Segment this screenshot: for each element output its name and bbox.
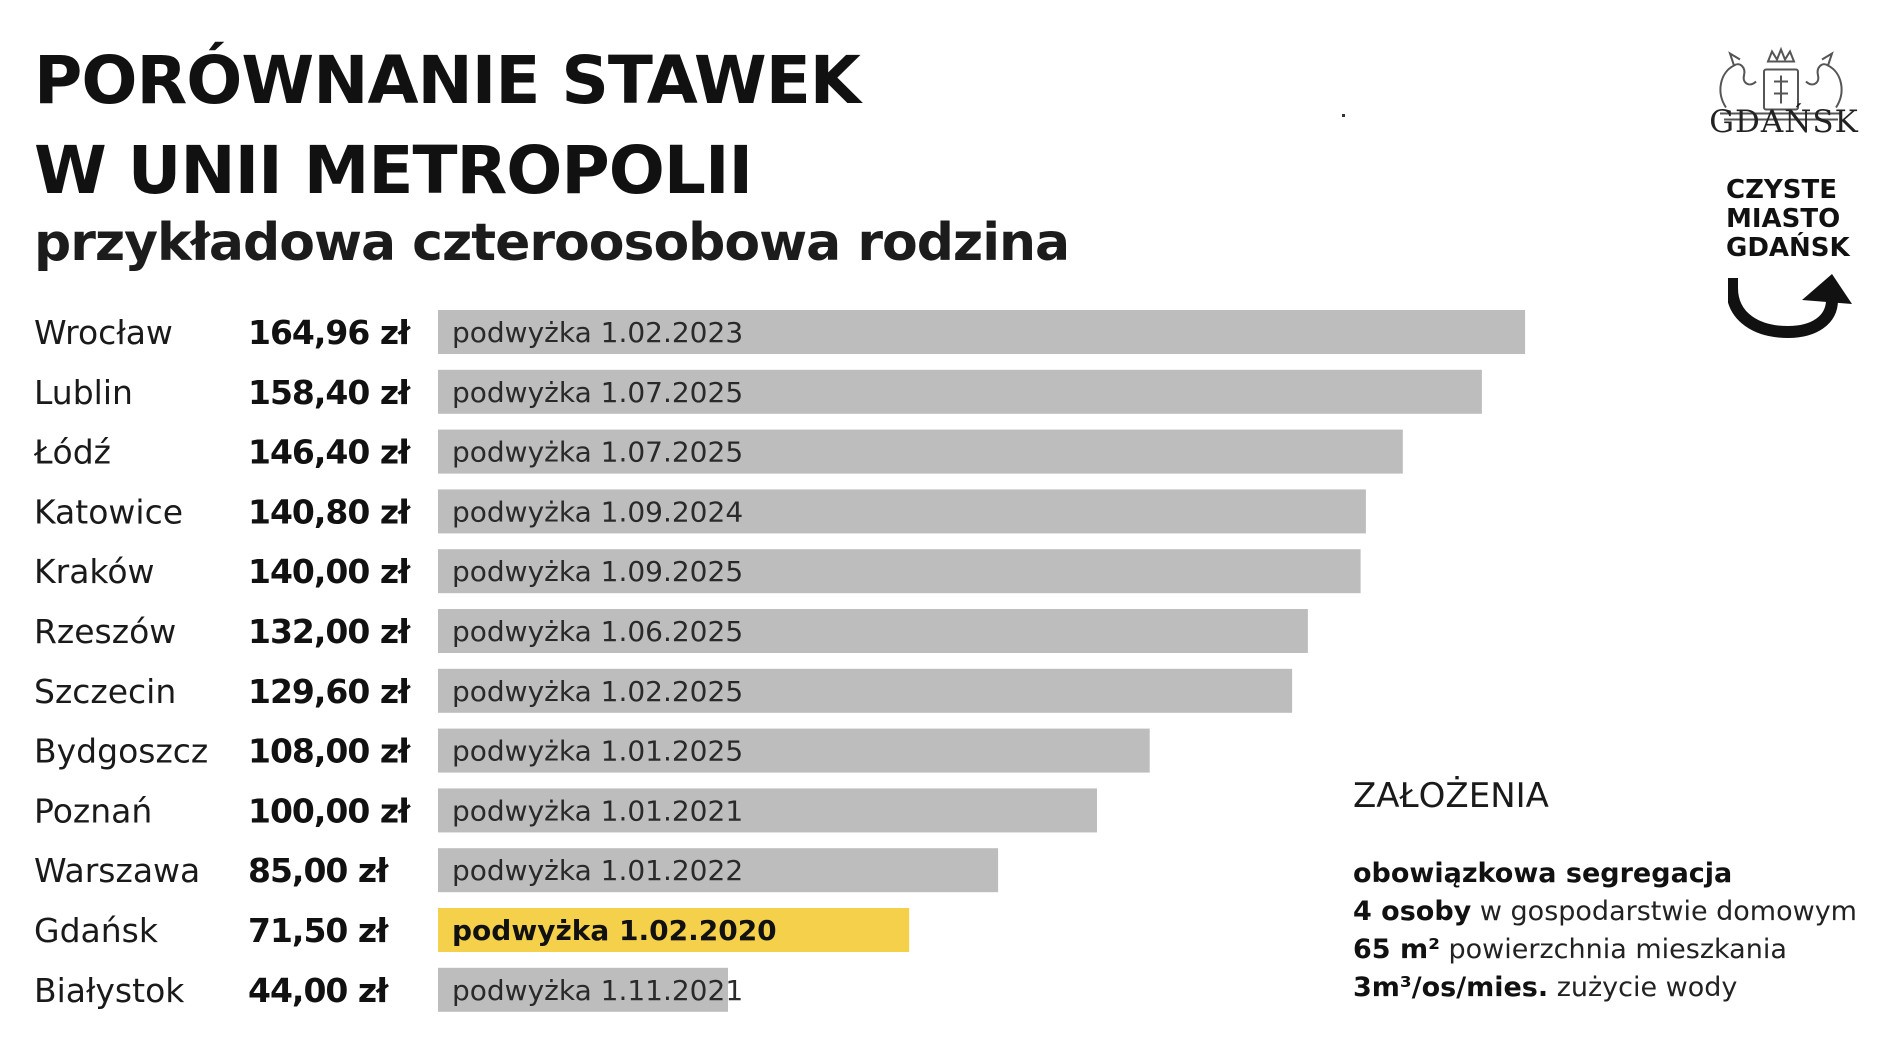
bar-label: podwyżka 1.02.2025 (452, 675, 743, 708)
bar-label: podwyżka 1.01.2021 (452, 794, 743, 827)
logo-line-1: CZYSTE (1726, 175, 1837, 205)
assumptions-title: ZAŁOŻENIA (1353, 776, 1549, 816)
bar-label: podwyżka 1.07.2025 (452, 376, 743, 409)
value-label: 158,40 zł (248, 373, 411, 412)
category-label: Łódź (33, 433, 111, 472)
bar-label: podwyżka 1.01.2022 (452, 854, 743, 887)
value-label: 140,00 zł (248, 552, 411, 591)
bar (438, 489, 1366, 534)
value-label: 146,40 zł (248, 433, 411, 472)
chart-subtitle: przykładowa czteroosobowa rodzina (34, 213, 1070, 273)
category-label: Kraków (34, 552, 155, 591)
assumption-bold: 4 osoby (1353, 896, 1472, 927)
chart-title-line-1: PORÓWNANIE STAWEK (34, 42, 861, 119)
bar-label: podwyżka 1.06.2025 (452, 615, 743, 648)
assumption-bold: 3m³/os/mies. (1353, 972, 1549, 1003)
category-label: Bydgoszcz (34, 732, 208, 771)
value-label: 164,96 zł (248, 313, 411, 352)
bar-label: podwyżka 1.09.2025 (452, 555, 743, 588)
assumptions-list: obowiązkowa segregacja 4 osoby w gospoda… (1353, 855, 1857, 1007)
logo-line-3: GDAŃSK (1726, 233, 1850, 263)
assumption-item: obowiązkowa segregacja (1353, 855, 1857, 893)
bar-label: podwyżka 1.11.2021 (452, 974, 743, 1007)
bar (438, 549, 1361, 594)
chart-title-line-2: W UNII METROPOLII (34, 132, 753, 209)
value-label: 85,00 zł (248, 851, 389, 890)
gdansk-coat-of-arms-icon (1719, 46, 1843, 121)
value-label: 44,00 zł (248, 971, 389, 1010)
value-label: 132,00 zł (248, 612, 411, 651)
bar (438, 609, 1308, 653)
bar-label: podwyżka 1.02.2023 (452, 316, 743, 349)
czyste-miasto-logo: CZYSTE MIASTO GDAŃSK (1726, 176, 1876, 263)
category-label: Lublin (34, 373, 133, 412)
value-label: 129,60 zł (248, 672, 411, 711)
value-label: 108,00 zł (248, 732, 411, 771)
category-label: Gdańsk (34, 911, 159, 950)
bar (438, 668, 1293, 713)
bar (438, 848, 999, 893)
assumption-item: 3m³/os/mies. zużycie wody (1353, 969, 1857, 1007)
curved-arrow-icon (1728, 274, 1852, 338)
stray-dot (1342, 114, 1345, 117)
logo-line-2: MIASTO (1726, 204, 1841, 234)
category-label: Katowice (34, 492, 183, 531)
chart-title: PORÓWNANIE STAWEK W UNII METROPOLII (34, 36, 861, 216)
category-label: Warszawa (34, 851, 200, 890)
bar-label: podwyżka 1.09.2024 (452, 495, 743, 528)
bar (438, 788, 1097, 833)
category-label: Rzeszów (34, 612, 176, 651)
city-logo-text: GDAŃSK (1709, 104, 1859, 140)
bar (438, 728, 1150, 773)
bar (438, 967, 728, 1012)
category-label: Szczecin (34, 672, 176, 711)
assumption-text: zużycie wody (1548, 972, 1738, 1003)
value-label: 71,50 zł (248, 911, 389, 950)
assumption-item: 4 osoby w gospodarstwie domowym (1353, 893, 1857, 931)
bar (438, 429, 1403, 474)
value-label: 140,80 zł (248, 492, 411, 531)
assumption-text: w gospodarstwie domowym (1471, 896, 1857, 927)
bar-label: podwyżka 1.07.2025 (452, 436, 743, 469)
assumption-bold: 65 m² (1353, 934, 1440, 965)
assumption-text: powierzchnia mieszkania (1439, 934, 1787, 965)
assumption-item: 65 m² powierzchnia mieszkania (1353, 931, 1857, 969)
category-label: Poznań (34, 791, 152, 830)
bar (438, 369, 1482, 414)
assumption-bold: obowiązkowa segregacja (1353, 858, 1733, 889)
bar-label: podwyżka 1.01.2025 (452, 735, 743, 768)
category-label: Białystok (34, 971, 185, 1010)
value-label: 100,00 zł (248, 791, 411, 830)
bar-label: podwyżka 1.02.2020 (452, 914, 777, 947)
bar-highlight (438, 908, 910, 952)
bar (438, 310, 1526, 354)
category-label: Wrocław (34, 313, 173, 352)
